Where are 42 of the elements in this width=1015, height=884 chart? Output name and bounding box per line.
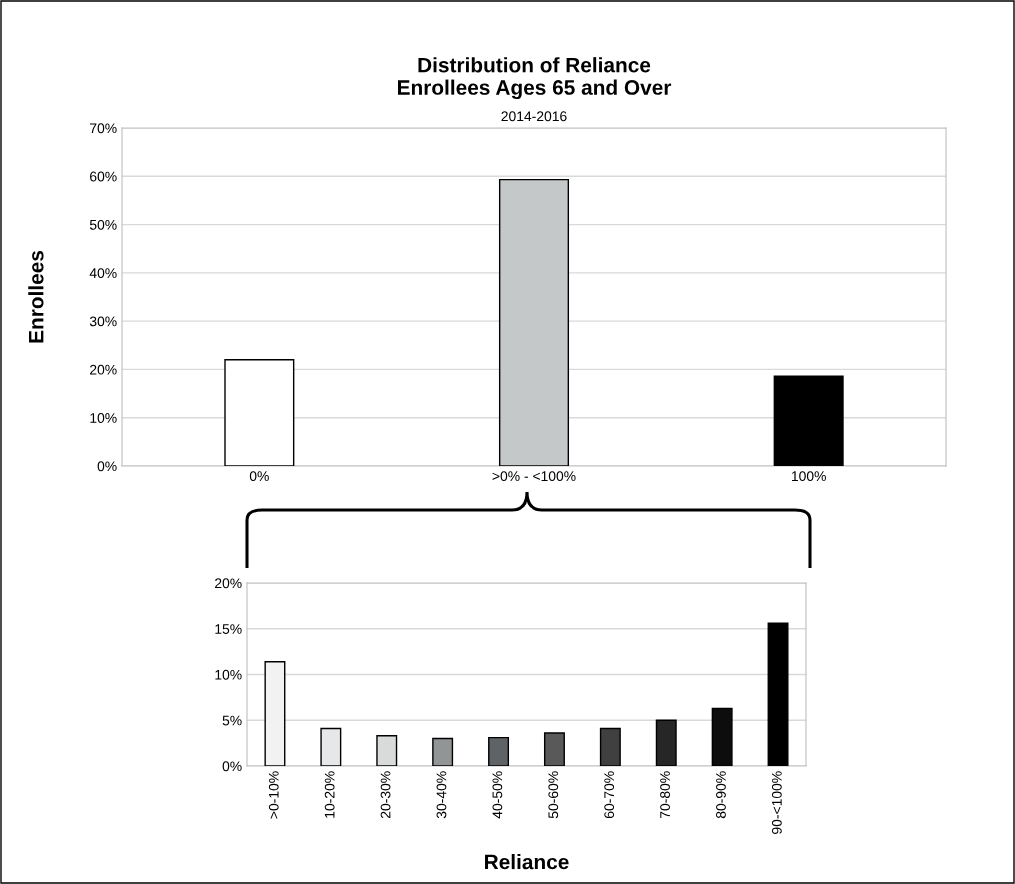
bar — [711, 707, 733, 766]
bar — [264, 660, 286, 766]
x-tick-label: 90-<100% — [771, 771, 782, 834]
y-tick-label: 10% — [215, 669, 242, 680]
bar — [655, 719, 677, 766]
bar — [599, 727, 621, 766]
bar — [376, 735, 398, 766]
x-tick-label: >0-10% — [268, 771, 279, 819]
y-tick-label: 15% — [215, 624, 242, 634]
x-tick-label: 60-70% — [604, 771, 615, 819]
y-tick-label: 10% — [90, 413, 117, 423]
bar — [224, 359, 295, 466]
bar — [488, 736, 510, 766]
bar — [773, 375, 844, 466]
y-axis-title: Enrollees — [28, 250, 44, 343]
bar — [767, 622, 789, 766]
x-tick-label: 50-60% — [548, 771, 559, 819]
x-axis-title: Reliance — [485, 854, 569, 870]
y-tick-label: 30% — [89, 316, 117, 327]
x-tick-label: 100% — [791, 471, 826, 482]
x-tick-label: 30-40% — [436, 771, 447, 819]
y-tick-label: 40% — [89, 268, 117, 279]
x-tick-label: 20-30% — [380, 771, 391, 819]
x-tick-label: >0% - <100% — [492, 471, 576, 482]
y-tick-label: 70% — [90, 123, 117, 134]
y-tick-label: 5% — [222, 715, 242, 726]
y-tick-label: 0% — [222, 761, 242, 772]
y-tick-label: 0% — [97, 461, 117, 472]
bar — [320, 727, 342, 766]
bar — [432, 737, 454, 766]
y-tick-label: 20% — [215, 578, 242, 589]
y-tick-label: 50% — [89, 219, 117, 230]
x-tick-label: 80-90% — [716, 771, 726, 819]
x-tick-label: 10-20% — [324, 771, 335, 818]
y-tick-label: 60% — [90, 171, 117, 182]
y-tick-label: 20% — [90, 364, 117, 375]
chart-subtitle: 2014-2016 — [501, 111, 567, 122]
x-tick-label: 40-50% — [492, 771, 503, 819]
x-tick-label: 70-80% — [660, 771, 670, 819]
bar — [543, 732, 565, 766]
chart-title: Distribution of Reliance Enrollees Ages 65 and Over — [398, 57, 672, 100]
x-tick-label: 0% — [249, 471, 269, 482]
